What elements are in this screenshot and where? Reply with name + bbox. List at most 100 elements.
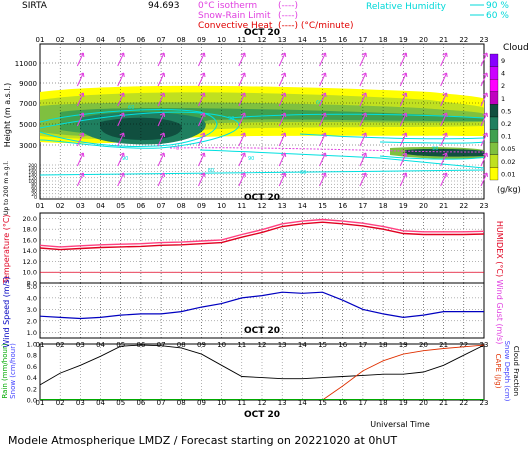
- precip-ytick-label: 1.0: [27, 341, 37, 349]
- wind-arrow-shaft: [319, 132, 326, 147]
- wind-arrow-shaft: [157, 92, 165, 107]
- wind-arrow-shaft: [440, 112, 448, 127]
- temp-ytick-label: 8.0: [27, 280, 37, 288]
- cloud-y-ticks: 1100090007000500030002001801601401201008…: [15, 60, 37, 201]
- wind-arrow-shaft: [117, 152, 125, 167]
- hour-label-mid: 21: [439, 202, 448, 210]
- wind-panel: Wind Speed (m/s) Wind Gust (m/s) 5.0 4.0 3…: [2, 276, 504, 347]
- wind-arrow-head: [240, 92, 246, 98]
- coordinate-label: 94.693: [148, 1, 180, 11]
- hour-label-bottom: 03: [76, 399, 85, 407]
- wind-arrow-head: [442, 112, 448, 118]
- wind-arrow-shaft: [399, 152, 407, 167]
- wind-arrow-head: [79, 172, 85, 178]
- hour-label-top: 07: [157, 36, 166, 44]
- hour-label-top: 08: [177, 36, 186, 44]
- wind-arrow-shaft: [319, 52, 326, 67]
- hour-label-bottom: 01: [36, 399, 45, 407]
- hour-label-mid: 05: [116, 202, 125, 210]
- wind-arrow-head: [240, 152, 246, 158]
- hour-label-top: 23: [480, 36, 489, 44]
- wind-arrow-shaft: [117, 52, 125, 67]
- precip-ytick-label: 0.2: [27, 385, 37, 393]
- hour-label-mid: 20: [419, 202, 428, 210]
- wind-arrow-shaft: [117, 92, 125, 107]
- wind-arrow-shaft: [198, 152, 205, 167]
- snowdepth-ylabel: Snow Depth (cm): [503, 341, 511, 402]
- hour-label-wind: 16: [338, 341, 347, 349]
- hour-label-bottom: 20: [419, 399, 428, 407]
- rh-contour: [229, 113, 485, 119]
- hour-label-top: 22: [459, 36, 468, 44]
- wind-arrow-shaft: [399, 52, 407, 67]
- wind-arrow-head: [361, 72, 367, 78]
- wind-arrow-shaft: [359, 172, 367, 187]
- hour-label-bottom: 09: [197, 399, 206, 407]
- colorbar-level-label: 9: [501, 57, 505, 65]
- wind-arrow-head: [321, 152, 327, 158]
- wind-arrow-head: [200, 172, 206, 178]
- wind-arrow-shaft: [76, 132, 84, 147]
- wind-arrow-head: [482, 152, 488, 158]
- colorbar-level-label: 4: [501, 70, 505, 78]
- site-name: SIRTA: [22, 1, 48, 11]
- wind-arrow-head: [200, 132, 206, 138]
- precip-ytick-label: 0.8: [27, 352, 37, 360]
- wind-arrow-head: [119, 72, 125, 78]
- wind-arrow-head: [240, 172, 246, 178]
- wind-arrow-shaft: [117, 132, 125, 147]
- wind-arrow-shaft: [278, 52, 286, 67]
- wind-arrow-head: [442, 172, 448, 178]
- wind-arrow-shaft: [117, 112, 125, 127]
- wind-arrow-shaft: [480, 72, 488, 87]
- date-label-bottom: OCT 20: [244, 410, 280, 420]
- wind-arrow-shaft: [278, 152, 286, 167]
- universal-time-label: Universal Time: [370, 420, 430, 429]
- rh-contour: [39, 109, 218, 147]
- precip-ytick-label: 0.4: [27, 374, 37, 382]
- date-label-top: OCT 20: [244, 28, 280, 38]
- temp-ytick-label: 12.0: [23, 258, 37, 266]
- hour-label-mid: 06: [136, 202, 145, 210]
- cape-ylabel: CAPE (J/g): [494, 354, 502, 389]
- wind-arrow-shaft: [76, 92, 84, 107]
- legend-isotherm-symbol: (----): [278, 1, 298, 11]
- rh-contour-label: 60: [316, 100, 322, 106]
- temp-ytick-label: 20.0: [23, 215, 37, 223]
- hour-label-bottom: 14: [298, 399, 307, 407]
- wind-arrow-shaft: [198, 72, 205, 87]
- hour-label-top: 15: [318, 36, 327, 44]
- cloud-ytick-label: 9000: [19, 80, 37, 88]
- hour-label-mid: 16: [338, 202, 347, 210]
- precip-ytick-label: 0.0: [27, 397, 37, 405]
- wind-arrow-head: [361, 92, 367, 98]
- hour-label-mid: 02: [56, 202, 65, 210]
- colorbar-swatch: [489, 129, 499, 143]
- wind-arrow-head: [402, 152, 408, 158]
- wind-arrow-head: [79, 92, 85, 98]
- wind-arrow-head: [240, 72, 246, 78]
- wind-arrow-shaft: [117, 172, 125, 187]
- wind-arrow-shaft: [76, 152, 84, 167]
- hour-label-wind: 04: [96, 341, 105, 349]
- hour-label-bottom: 13: [278, 399, 287, 407]
- hour-label-mid: 19: [399, 202, 408, 210]
- wind-speed-line: [39, 291, 484, 320]
- hour-label-bottom: 12: [258, 399, 267, 407]
- precip-ytick-label: 0.6: [27, 363, 37, 371]
- hour-label-bottom: 21: [439, 399, 448, 407]
- wind-arrow-shaft: [76, 112, 84, 127]
- hour-label-mid: 08: [177, 202, 186, 210]
- hour-label-top: 13: [278, 36, 287, 44]
- wind-arrow-head: [402, 72, 408, 78]
- hour-label-top: 16: [338, 36, 347, 44]
- colorbar-level-label: 0.2: [501, 120, 511, 128]
- wind-arrows: [76, 52, 488, 187]
- cloud-ytick-low-label: 200: [28, 163, 37, 169]
- wind-arrow-head: [442, 52, 448, 58]
- wind-arrow-head: [402, 132, 408, 138]
- hour-label-bottom: 07: [157, 399, 166, 407]
- hour-label-mid: 23: [480, 202, 489, 210]
- isotherm-line: 0: [169, 146, 485, 153]
- wind-arrow-head: [442, 152, 448, 158]
